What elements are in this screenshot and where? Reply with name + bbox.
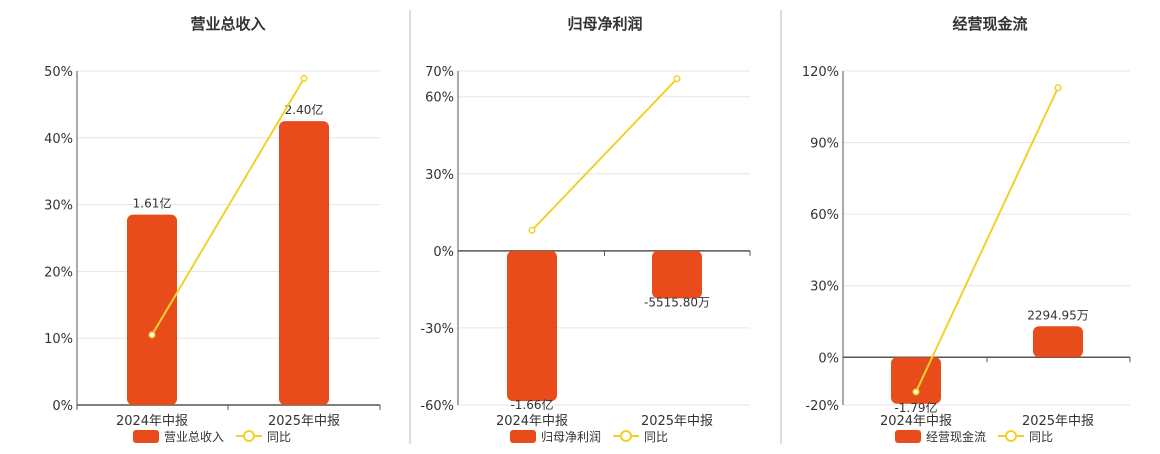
chart-3: 经营现金流 120% 90% 60% 30% 0% -20% -1.79亿 2294.95万 20…	[802, 15, 1131, 444]
y-tick-label: 30%	[425, 168, 454, 183]
chart-title: 经营现金流	[952, 15, 1027, 33]
line-point	[673, 75, 681, 83]
y-tick-label: 120%	[802, 65, 839, 80]
line-point	[300, 74, 308, 82]
chart-1: 营业总收入 50% 40% 30% 20% 10% 0% 1.61亿 2.40亿 2024年中报 2…	[44, 15, 381, 444]
x-tick-label: 2024年中报	[496, 414, 568, 429]
legend-swatch-marker	[1005, 430, 1017, 442]
line-series	[151, 77, 305, 336]
y-tick-label: 90%	[810, 137, 839, 152]
y-tick-label: 60%	[425, 91, 454, 106]
legend-swatch-marker	[243, 430, 255, 442]
legend-label: 同比	[644, 430, 668, 444]
legend-label: 经营现金流	[926, 429, 986, 444]
legend-label: 归母净利润	[541, 430, 601, 444]
legend-label: 营业总收入	[164, 430, 224, 444]
x-tick-label: 2025年中报	[1022, 414, 1094, 429]
chart-title: 营业总收入	[190, 15, 265, 33]
bar	[279, 121, 329, 405]
bar	[891, 357, 941, 404]
y-tick-label: 40%	[44, 132, 73, 147]
y-tick-label: 0%	[433, 245, 454, 260]
legend-swatch-bar	[133, 430, 159, 443]
chart-title: 归母净利润	[567, 15, 642, 33]
bar	[1033, 326, 1083, 358]
y-tick-label: 0%	[52, 399, 73, 414]
line-series	[915, 87, 1059, 393]
legend-swatch-bar	[895, 430, 921, 443]
y-tick-label: 60%	[810, 208, 839, 223]
legend-label: 同比	[267, 430, 291, 444]
x-tick-label: 2024年中报	[116, 414, 188, 429]
y-tick-label: 10%	[44, 332, 73, 347]
bar	[507, 250, 557, 402]
line-point	[912, 388, 920, 396]
legend-label: 同比	[1029, 430, 1053, 444]
line-point	[1054, 84, 1062, 92]
y-tick-label: 0%	[818, 351, 839, 366]
y-tick-label: 50%	[44, 65, 73, 80]
bar	[652, 250, 702, 299]
y-tick-label: 70%	[425, 65, 454, 80]
x-tick-label: 2025年中报	[641, 414, 713, 429]
line-point	[528, 226, 536, 234]
chart-2: 归母净利润 70% 60% 30% 0% -30% -60% -1.66亿 -5515.80万 2…	[420, 15, 751, 444]
bar-data-label: 2.40亿	[285, 102, 324, 117]
bar-data-label: -1.66亿	[510, 397, 553, 412]
bar-data-label: 2294.95万	[1027, 308, 1089, 322]
y-tick-label: 20%	[44, 265, 73, 280]
legend-swatch-bar	[510, 430, 536, 443]
y-tick-label: -30%	[420, 322, 454, 337]
bar-data-label: -1.79亿	[894, 400, 937, 415]
bar-data-label: 1.61亿	[133, 196, 172, 211]
y-tick-label: 30%	[810, 280, 839, 295]
bar-data-label: -5515.80万	[644, 295, 710, 309]
line-series	[531, 78, 678, 231]
bar	[127, 214, 177, 405]
y-tick-label: -60%	[420, 399, 454, 414]
line-point	[148, 331, 156, 339]
legend-swatch-marker	[620, 430, 632, 442]
x-tick-label: 2025年中报	[268, 414, 340, 429]
x-tick-label: 2024年中报	[880, 414, 952, 429]
y-tick-label: -20%	[805, 399, 839, 414]
y-tick-label: 30%	[44, 199, 73, 214]
